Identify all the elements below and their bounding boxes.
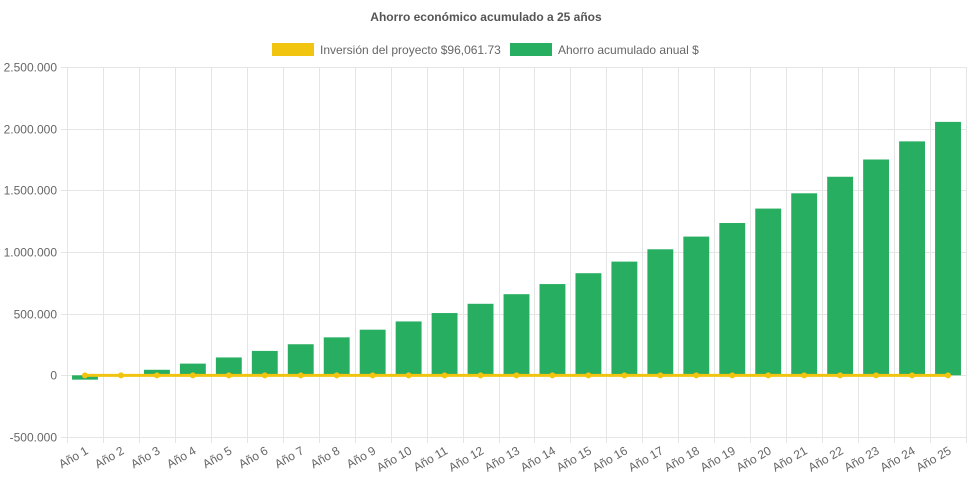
bar[interactable] [431, 313, 458, 376]
x-tick-label: Año 20 [734, 443, 774, 474]
legend-item-ahorro[interactable]: Ahorro acumulado anual $ [510, 43, 699, 57]
legend-swatch-ahorro [510, 43, 552, 56]
x-tick-label: Año 4 [164, 443, 198, 471]
x-tick-label: Año 5 [200, 443, 234, 471]
x-tick-label: Año 10 [374, 443, 414, 474]
line-point[interactable] [441, 372, 448, 379]
bar[interactable] [359, 329, 386, 376]
y-tick-label: 2.000.000 [4, 123, 58, 137]
x-tick-label: Año 25 [914, 443, 954, 474]
bar[interactable] [179, 363, 206, 376]
bar[interactable] [251, 350, 278, 376]
line-point[interactable] [333, 372, 340, 379]
x-tick-label: Año 8 [308, 443, 342, 471]
legend-label-ahorro: Ahorro acumulado anual $ [558, 43, 699, 57]
x-tick-label: Año 18 [662, 443, 702, 474]
x-tick-label: Año 16 [590, 443, 630, 474]
x-tick-label: Año 19 [698, 443, 738, 474]
x-tick-label: Año 6 [236, 443, 270, 471]
x-tick-label: Año 23 [842, 443, 882, 474]
bar[interactable] [611, 261, 638, 376]
bar[interactable] [899, 141, 926, 376]
x-tick-label: Año 21 [770, 443, 810, 474]
line-point[interactable] [225, 372, 232, 379]
x-tick-label: Año 9 [344, 443, 378, 471]
bar[interactable] [467, 303, 494, 376]
x-tick-label: Año 11 [411, 443, 450, 474]
bar[interactable] [791, 193, 818, 376]
y-tick-label: 500.000 [14, 308, 58, 322]
bar[interactable] [827, 176, 854, 376]
line-point[interactable] [369, 372, 376, 379]
x-tick-label: Año 12 [446, 443, 486, 474]
line-point[interactable] [837, 372, 844, 379]
x-tick-label: Año 3 [128, 443, 162, 471]
line-point[interactable] [261, 372, 268, 379]
bar[interactable] [287, 344, 314, 376]
line-point[interactable] [549, 372, 556, 379]
x-tick-label: Año 13 [482, 443, 522, 474]
line-point[interactable] [405, 372, 412, 379]
line-point[interactable] [693, 372, 700, 379]
investment-line [81, 372, 952, 379]
legend-swatch-inversion [272, 43, 314, 56]
line-point[interactable] [81, 372, 88, 379]
bar[interactable] [323, 337, 350, 376]
bar[interactable] [539, 284, 566, 376]
line-point[interactable] [189, 372, 196, 379]
line-point[interactable] [585, 372, 592, 379]
bar[interactable] [215, 357, 242, 376]
bar[interactable] [683, 236, 710, 376]
bar[interactable] [863, 159, 890, 376]
x-tick-label: Año 2 [92, 443, 126, 471]
x-axis-ticks: Año 1 Año 2 Año 3 Año 4 Año 5 Año 6 Año 7 Año 8… [56, 443, 953, 474]
y-tick-label: 1.500.000 [4, 184, 58, 198]
y-tick-label: 2.500.000 [4, 61, 58, 75]
bars [72, 121, 961, 380]
bar[interactable] [503, 294, 530, 376]
chart-title: Ahorro económico acumulado a 25 años [370, 10, 602, 24]
y-axis-ticks: -500.000 0 500.000 1.000.000 1.500.000 2.000.… [4, 61, 58, 445]
y-tick-label: 0 [50, 369, 57, 383]
grid [61, 67, 967, 443]
bar[interactable] [395, 321, 422, 376]
line-point[interactable] [297, 372, 304, 379]
x-tick-label: Año 24 [878, 443, 918, 474]
bar[interactable] [647, 249, 674, 376]
x-tick-label: Año 15 [554, 443, 594, 474]
legend[interactable]: Inversión del proyecto $96,061.73 Ahorro… [272, 43, 699, 57]
line-point[interactable] [621, 372, 628, 379]
x-tick-label: Año 17 [626, 443, 666, 474]
line-point[interactable] [729, 372, 736, 379]
line-point[interactable] [117, 372, 124, 379]
x-tick-label: Año 22 [806, 443, 846, 474]
line-point[interactable] [765, 372, 772, 379]
line-point[interactable] [873, 372, 880, 379]
x-tick-label: Año 7 [272, 443, 306, 471]
legend-item-inversion[interactable]: Inversión del proyecto $96,061.73 [272, 43, 501, 57]
line-point[interactable] [657, 372, 664, 379]
bar[interactable] [719, 223, 746, 376]
bar[interactable] [935, 121, 961, 376]
line-point[interactable] [153, 372, 160, 379]
x-tick-label: Año 1 [56, 443, 90, 471]
line-point[interactable] [477, 372, 484, 379]
bar[interactable] [755, 208, 782, 376]
y-tick-label: 1.000.000 [4, 246, 58, 260]
line-point[interactable] [513, 372, 520, 379]
legend-label-inversion: Inversión del proyecto $96,061.73 [320, 43, 501, 57]
line-point[interactable] [945, 372, 952, 379]
line-point[interactable] [801, 372, 808, 379]
y-tick-label: -500.000 [10, 431, 58, 445]
line-point[interactable] [909, 372, 916, 379]
bar[interactable] [575, 273, 602, 376]
x-tick-label: Año 14 [518, 443, 558, 474]
